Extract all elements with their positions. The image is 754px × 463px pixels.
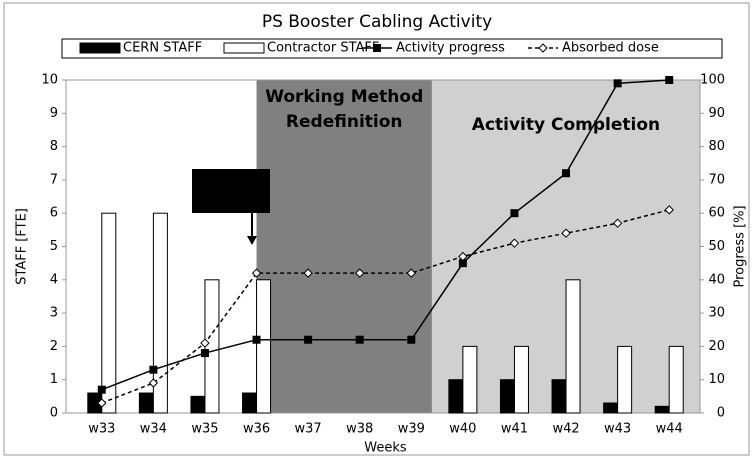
- legend-label: CERN STAFF: [123, 41, 202, 56]
- marker: [97, 398, 107, 408]
- x-tick-label: w44: [656, 422, 683, 437]
- marker: [561, 228, 571, 238]
- y-tick-label: 0: [50, 406, 58, 421]
- y2-tick-label: 40: [708, 272, 725, 287]
- region: [256, 80, 432, 413]
- y2-tick-label: 50: [708, 239, 725, 254]
- marker: [613, 79, 622, 88]
- legend-marker: [373, 44, 381, 52]
- y-tick-label: 6: [50, 206, 58, 221]
- chart-title: PS Booster Cabling Activity: [262, 12, 492, 32]
- x-tick-label: w40: [449, 422, 476, 437]
- legend-box: [61, 38, 723, 59]
- warning-label: Dose W36: [200, 193, 262, 206]
- y-tick-label: 1: [50, 372, 58, 387]
- x-tick-label: w34: [140, 422, 167, 437]
- bar: [551, 379, 567, 414]
- bar: [242, 392, 258, 414]
- marker: [200, 349, 209, 358]
- bar: [204, 279, 220, 414]
- region-label: Redefinition: [286, 112, 403, 132]
- bar: [152, 212, 168, 414]
- legend-label: Contractor STAFF: [267, 41, 379, 56]
- marker: [97, 385, 106, 394]
- warning-box: [192, 169, 270, 213]
- line: [101, 209, 670, 404]
- marker: [355, 335, 364, 344]
- x-tick-label: w37: [295, 422, 322, 437]
- y-tick-label: 9: [50, 106, 58, 121]
- x-tick-label: w43: [604, 422, 631, 437]
- y-tick-label: 10: [41, 73, 58, 88]
- y2-tick-label: 80: [708, 139, 725, 154]
- x-tick-label: w35: [191, 422, 218, 437]
- y-tick-label: 5: [50, 239, 58, 254]
- marker: [509, 238, 520, 248]
- bar: [499, 379, 515, 414]
- marker: [458, 251, 468, 262]
- marker: [200, 338, 210, 348]
- y-tick-label: 3: [50, 306, 58, 321]
- legend-swatch: [79, 42, 121, 54]
- legend-swatch: [223, 42, 265, 54]
- warning-label: Warning: [205, 175, 257, 188]
- region-label: Working Method: [265, 87, 423, 107]
- y2-tick-label: 20: [708, 339, 725, 354]
- warning-arrowhead: [247, 236, 257, 245]
- bar: [617, 345, 633, 414]
- x-tick-label: w39: [398, 422, 425, 437]
- marker: [251, 268, 262, 278]
- bar: [603, 402, 619, 414]
- x-axis-label: Weeks: [364, 441, 407, 456]
- y-tick-label: 2: [50, 339, 58, 354]
- bar: [513, 345, 529, 414]
- bar: [565, 279, 581, 414]
- bar: [101, 212, 117, 414]
- x-tick-label: w41: [501, 422, 528, 437]
- legend-label: Absorbed dose: [562, 41, 659, 56]
- y2-tick-label: 90: [708, 106, 725, 121]
- marker: [612, 218, 623, 228]
- bar: [668, 345, 684, 414]
- y-tick-label: 8: [50, 139, 58, 154]
- marker: [149, 365, 158, 374]
- marker: [510, 209, 519, 218]
- legend-marker: [538, 43, 548, 53]
- marker: [355, 268, 365, 278]
- y2-tick-label: 0: [717, 406, 725, 421]
- y2-axis-label: Progress [%]: [733, 205, 748, 287]
- bar: [138, 392, 154, 414]
- bar: [462, 345, 478, 414]
- y2-tick-label: 60: [708, 206, 725, 221]
- y2-tick-label: 30: [708, 306, 725, 321]
- marker: [562, 169, 571, 178]
- y2-tick-label: 70: [708, 172, 725, 187]
- marker: [664, 205, 674, 215]
- y-axis-label: STAFF [FTE]: [15, 208, 30, 285]
- marker: [252, 335, 261, 344]
- line: [101, 79, 670, 391]
- x-tick-label: w36: [243, 422, 270, 437]
- marker: [458, 259, 467, 268]
- y2-tick-label: 10: [708, 372, 725, 387]
- marker: [407, 335, 416, 344]
- bar: [448, 379, 464, 414]
- bar: [654, 405, 670, 414]
- bar: [256, 279, 272, 414]
- x-tick-label: w38: [346, 422, 373, 437]
- marker: [665, 76, 674, 84]
- region-label: Activity Completion: [472, 115, 660, 135]
- legend-label: Activity progress: [396, 41, 505, 56]
- y-tick-label: 7: [50, 172, 58, 187]
- y2-tick-label: 100: [700, 73, 725, 88]
- marker: [303, 268, 313, 278]
- y-tick-label: 4: [50, 272, 58, 287]
- marker: [304, 335, 313, 344]
- x-tick-label: w42: [552, 422, 579, 437]
- marker: [406, 268, 416, 278]
- x-tick-label: w33: [88, 422, 115, 437]
- marker: [148, 378, 159, 388]
- bar: [190, 395, 206, 414]
